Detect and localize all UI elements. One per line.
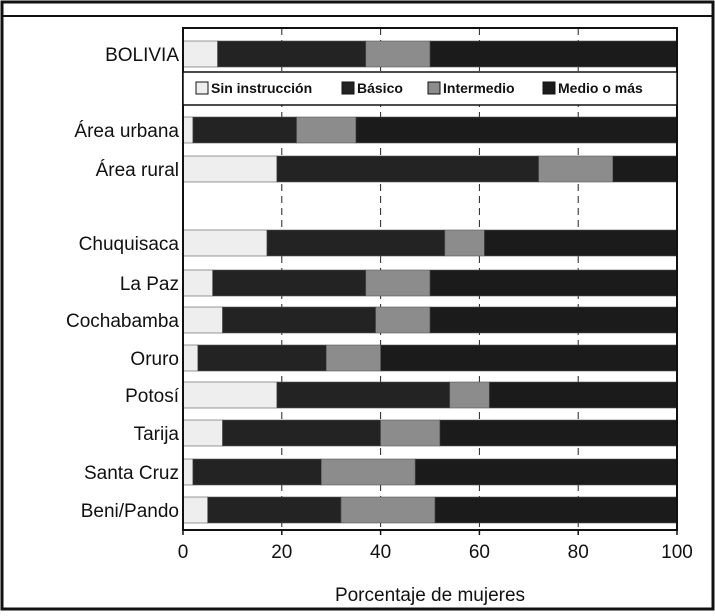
x-axis-ticks: 0 20 40 60 80 100 xyxy=(178,530,693,563)
bar-segment-7-0 xyxy=(182,381,278,409)
legend-label-3: Medio o más xyxy=(558,80,643,96)
legend-label-1: Básico xyxy=(357,80,403,96)
bar-segment-0-0 xyxy=(182,40,218,68)
bar-segment-2-0 xyxy=(182,155,278,183)
bar-segment-6-3 xyxy=(380,344,678,372)
category-label-2: Área rural xyxy=(96,160,179,181)
category-label-6: Oruro xyxy=(130,349,179,370)
bars-group xyxy=(182,40,678,524)
bar-segment-4-0 xyxy=(182,269,213,297)
bar-segment-0-2 xyxy=(365,40,431,68)
bar-segment-2-3 xyxy=(612,155,678,183)
category-label-10: Beni/Pando xyxy=(81,501,179,522)
bar-segment-9-2 xyxy=(321,458,416,486)
bar-segment-10-0 xyxy=(182,496,209,524)
tick-label-5: 100 xyxy=(661,542,693,563)
bar-segment-4-2 xyxy=(365,269,431,297)
category-label-3: Chuquisaca xyxy=(79,234,180,255)
bar-segment-7-3 xyxy=(488,381,678,409)
legend: Sin instrucción Básico Intermedio Medio o m… xyxy=(182,71,678,106)
legend-swatch-2 xyxy=(427,81,441,95)
bar-segment-6-0 xyxy=(182,344,199,372)
category-label-9: Santa Cruz xyxy=(84,463,179,484)
legend-swatch-1 xyxy=(341,81,355,95)
bar-segment-10-2 xyxy=(340,496,436,524)
category-labels: BOLIVIA Área urbana Área rural Chuquisaca La… xyxy=(66,45,180,522)
bar-segment-5-2 xyxy=(375,306,431,334)
bar-segment-8-1 xyxy=(222,419,381,447)
legend-swatch-0 xyxy=(195,81,209,95)
bar-segment-3-2 xyxy=(444,229,485,257)
legend-label-0: Sin instrucción xyxy=(211,80,312,96)
bar-segment-5-3 xyxy=(429,306,678,334)
bar-segment-1-0 xyxy=(182,116,194,144)
bar-segment-3-0 xyxy=(182,229,268,257)
bar-segment-6-2 xyxy=(325,344,381,372)
bar-segment-10-1 xyxy=(207,496,342,524)
category-label-5: Cochabamba xyxy=(66,311,179,332)
category-label-0: BOLIVIA xyxy=(105,45,179,66)
tick-label-4: 80 xyxy=(568,542,589,563)
bar-segment-9-0 xyxy=(182,458,194,486)
bar-segment-1-3 xyxy=(355,116,678,144)
legend-swatch-3 xyxy=(542,81,556,95)
bar-segment-8-0 xyxy=(182,419,223,447)
bar-segment-5-0 xyxy=(182,306,223,334)
bar-segment-9-3 xyxy=(414,458,678,486)
bar-segment-0-1 xyxy=(217,40,367,68)
tick-label-1: 20 xyxy=(271,542,292,563)
bar-segment-8-3 xyxy=(439,419,678,447)
category-label-4: La Paz xyxy=(120,274,179,295)
x-axis-label: Porcentaje de mujeres xyxy=(335,585,525,606)
bar-segment-5-1 xyxy=(222,306,376,334)
tick-label-2: 40 xyxy=(370,542,391,563)
bar-segment-3-3 xyxy=(484,229,678,257)
bar-segment-7-2 xyxy=(449,381,490,409)
bar-segment-1-1 xyxy=(192,116,297,144)
bar-segment-10-3 xyxy=(434,496,678,524)
tick-label-0: 0 xyxy=(178,542,189,563)
bar-segment-4-3 xyxy=(429,269,678,297)
bar-segment-2-2 xyxy=(538,155,614,183)
bar-segment-4-1 xyxy=(212,269,367,297)
bar-segment-1-2 xyxy=(296,116,357,144)
category-label-8: Tarija xyxy=(134,424,180,445)
bar-segment-0-3 xyxy=(429,40,678,68)
bar-segment-2-1 xyxy=(276,155,539,183)
bar-segment-3-1 xyxy=(266,229,446,257)
plot-area xyxy=(182,27,678,531)
legend-label-2: Intermedio xyxy=(443,80,515,96)
tick-label-3: 60 xyxy=(469,542,490,563)
bar-segment-8-2 xyxy=(380,419,441,447)
category-label-1: Área urbana xyxy=(74,121,179,142)
bar-segment-7-1 xyxy=(276,381,451,409)
category-label-7: Potosí xyxy=(125,386,180,407)
bar-segment-6-1 xyxy=(197,344,327,372)
bar-segment-9-1 xyxy=(192,458,322,486)
